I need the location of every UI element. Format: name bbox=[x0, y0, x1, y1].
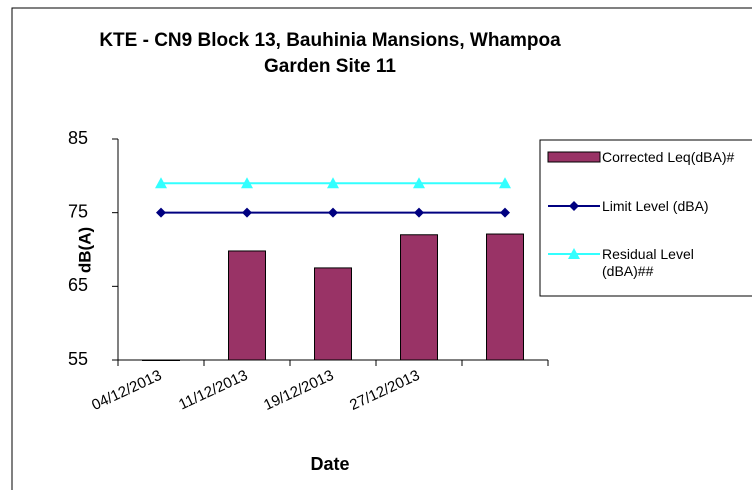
marker bbox=[414, 207, 424, 218]
legend-label: Residual Level (dBA)## bbox=[602, 246, 694, 279]
legend-marker bbox=[568, 248, 580, 259]
bar bbox=[228, 250, 266, 361]
legend-label: Limit Level (dBA) bbox=[602, 198, 709, 214]
marker bbox=[499, 177, 511, 189]
bar bbox=[142, 359, 180, 361]
x-tick-label: 04/12/2013 bbox=[89, 367, 164, 414]
marker bbox=[242, 207, 252, 218]
marker bbox=[327, 177, 339, 189]
y-tick-label: 75 bbox=[68, 201, 88, 221]
marker bbox=[155, 177, 167, 189]
y-axis-label: dB(A) bbox=[75, 227, 94, 273]
legend-box bbox=[539, 139, 752, 297]
marker bbox=[156, 207, 166, 218]
x-tick-label: 19/12/2013 bbox=[261, 367, 336, 414]
x-axis-label: Date bbox=[310, 454, 349, 474]
y-tick-label: 85 bbox=[68, 128, 88, 148]
x-tick-label: 27/12/2013 bbox=[347, 367, 422, 414]
bar bbox=[400, 234, 438, 361]
legend-label: Corrected Leq(dBA)# bbox=[602, 149, 735, 165]
marker bbox=[413, 177, 425, 189]
chart-border bbox=[11, 7, 752, 490]
bar bbox=[486, 233, 524, 361]
legend-marker bbox=[569, 201, 579, 211]
marker bbox=[328, 207, 338, 218]
bar bbox=[314, 267, 352, 361]
marker bbox=[500, 207, 510, 218]
x-tick-label: 11/12/2013 bbox=[176, 367, 250, 414]
y-tick-label: 55 bbox=[68, 349, 88, 369]
marker bbox=[241, 177, 253, 189]
legend-swatch bbox=[547, 151, 601, 163]
chart-title: KTE - CN9 Block 13, Bauhinia Mansions, W… bbox=[99, 30, 561, 77]
y-tick-label: 65 bbox=[68, 275, 88, 295]
